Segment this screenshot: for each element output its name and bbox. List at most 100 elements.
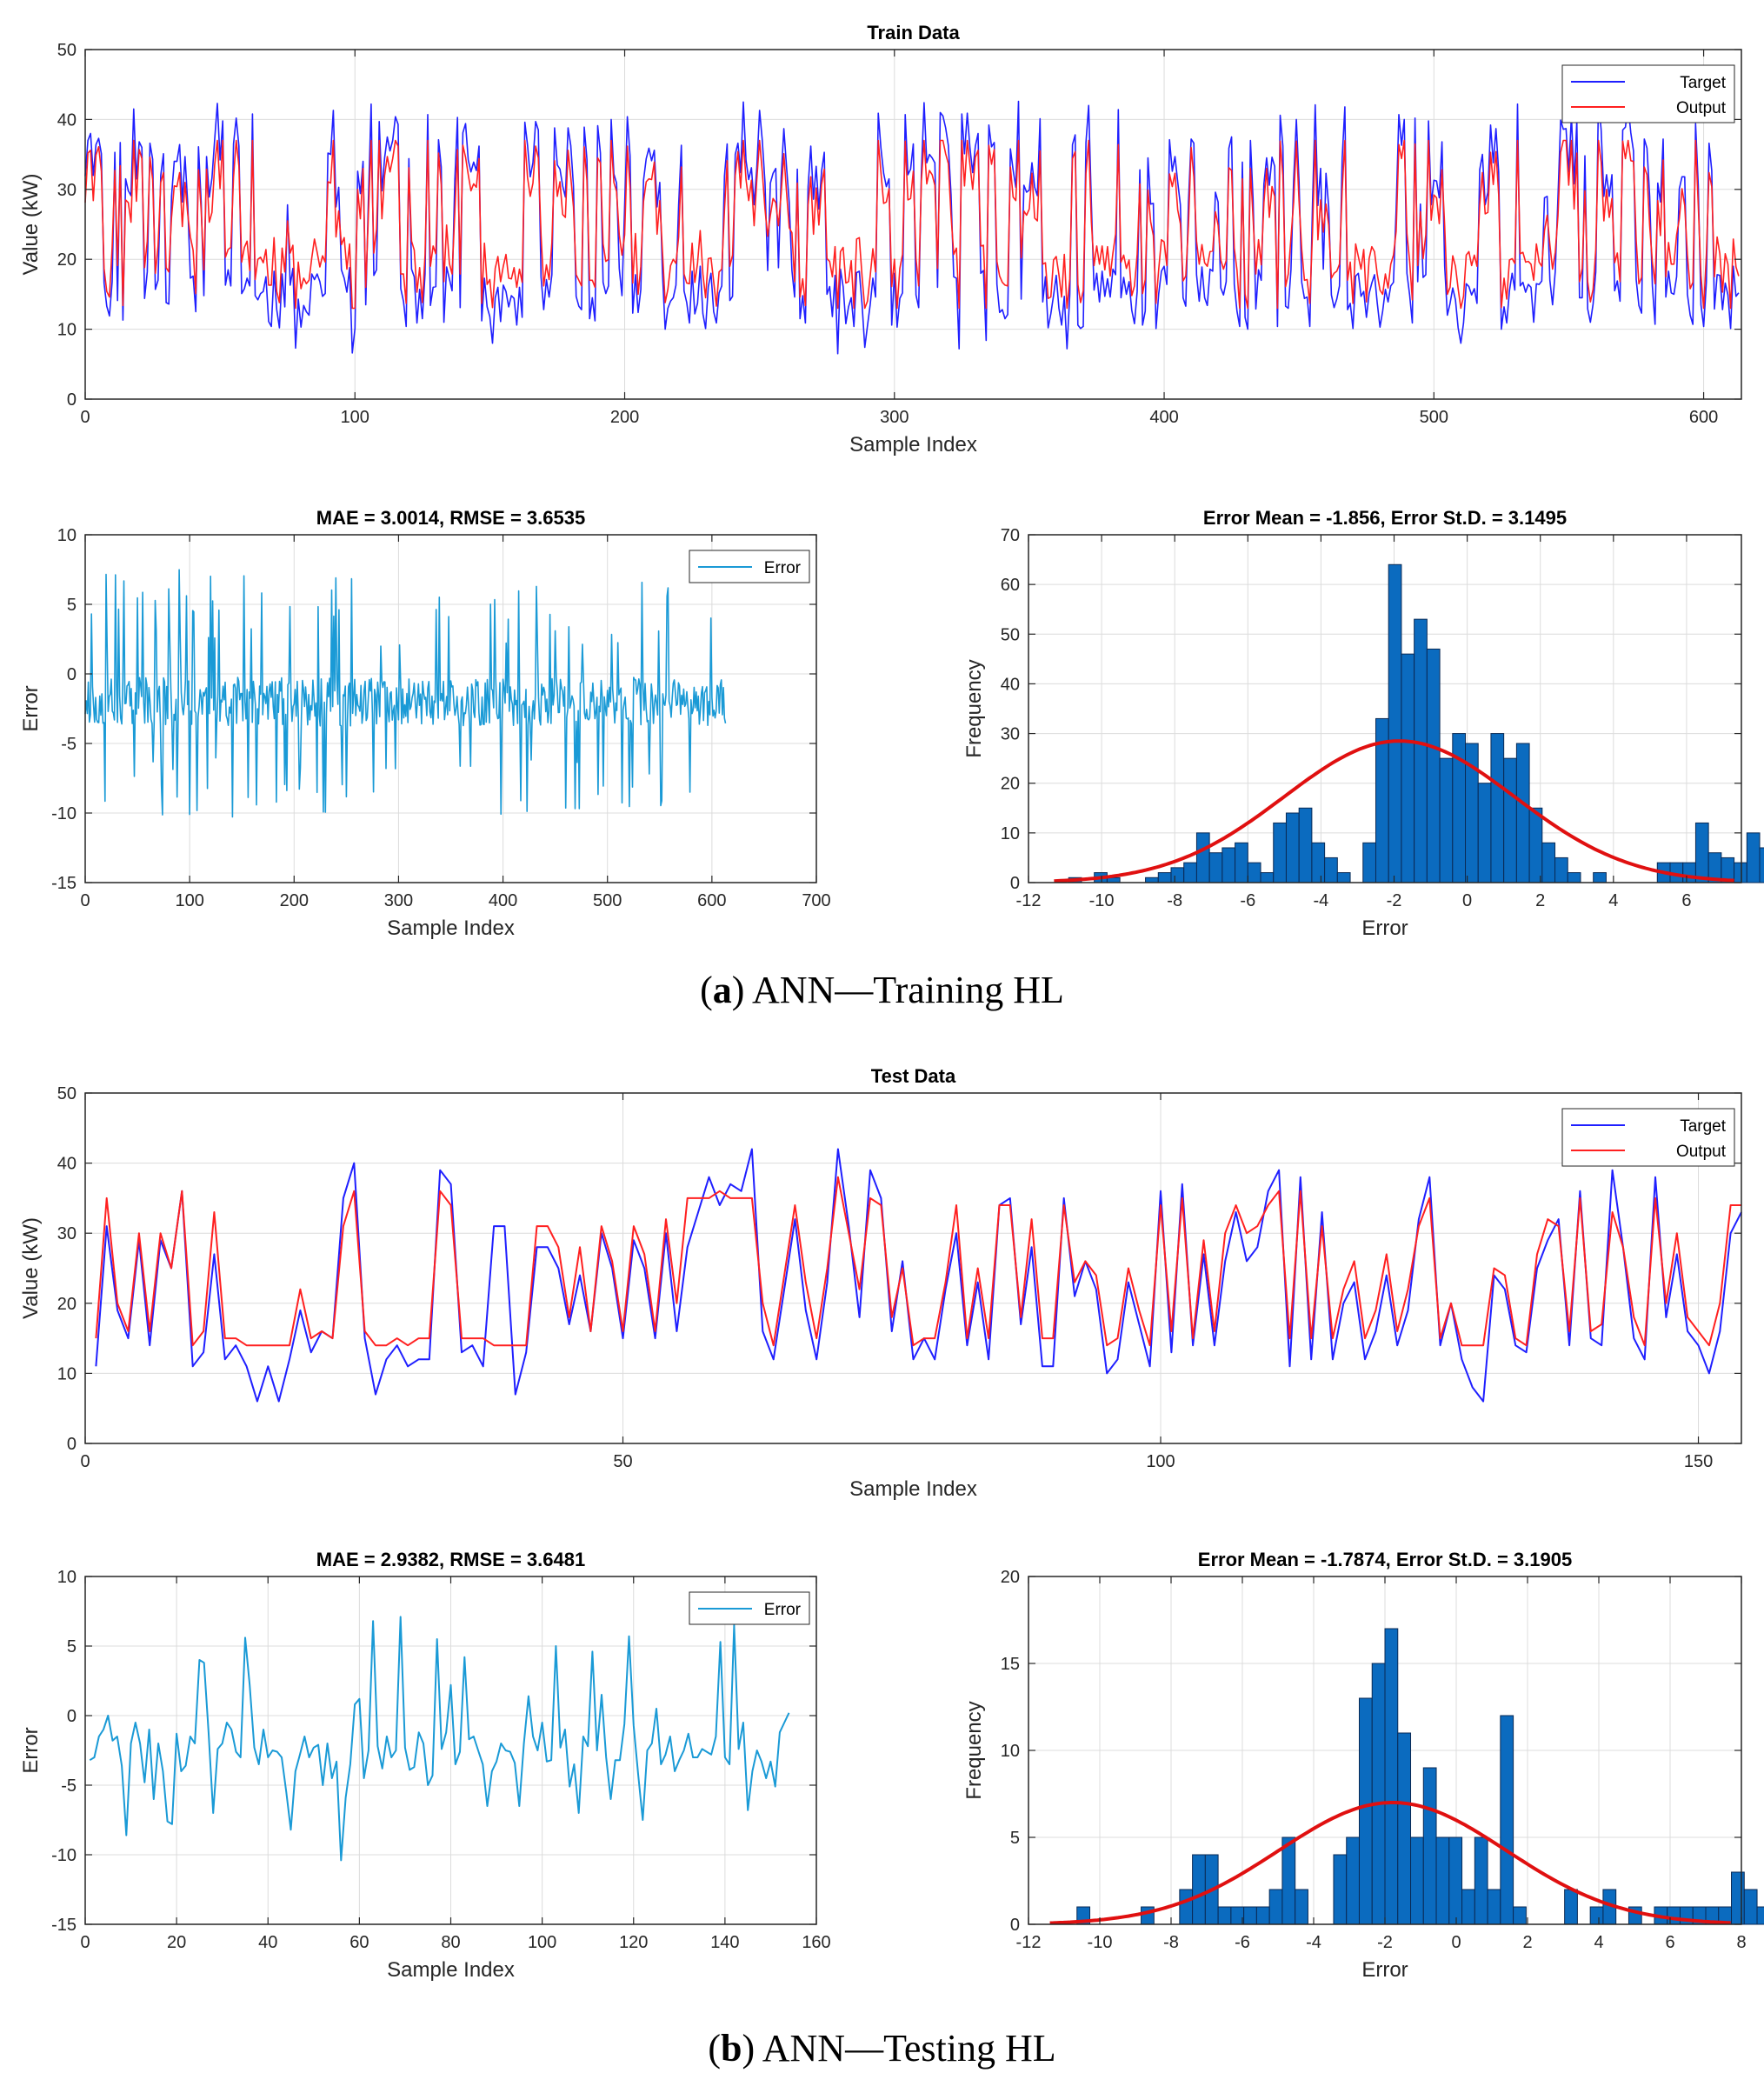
- x-axis-label: Sample Index: [387, 1958, 515, 1982]
- plot-area: [85, 1093, 1741, 1443]
- y-tick-label: -10: [51, 1846, 77, 1865]
- x-tick-label: 0: [80, 891, 90, 910]
- histogram-bar: [1336, 872, 1351, 883]
- x-tick-label: 50: [613, 1452, 632, 1471]
- legend-label-error: Error: [764, 559, 802, 577]
- x-tick-label: 200: [280, 891, 309, 910]
- histogram-bar: [1179, 1889, 1194, 1925]
- histogram-bar: [1362, 842, 1376, 883]
- x-tick-label: 0: [80, 1933, 90, 1952]
- y-tick-label: 0: [1010, 1916, 1020, 1935]
- histogram-bar: [1195, 832, 1210, 883]
- x-tick-label: -6: [1240, 891, 1255, 910]
- y-tick-label: 0: [67, 390, 77, 410]
- x-tick-label: 2: [1522, 1933, 1532, 1952]
- histogram-bar: [1170, 867, 1185, 883]
- histogram-bar: [1541, 842, 1556, 883]
- test-error-histogram: -12 -10 -8 -6 -4 -2 0 2 4 6 8 0 5 10 15 20 Error Mean = …: [962, 1549, 1764, 1982]
- x-tick-label: -8: [1163, 1933, 1179, 1952]
- y-tick-label: 5: [67, 1637, 77, 1656]
- chart-title: MAE = 2.9382, RMSE = 3.6481: [316, 1549, 585, 1570]
- histogram-bar: [1358, 1697, 1373, 1925]
- series-line-output: [84, 139, 1740, 310]
- x-tick-label: -4: [1314, 891, 1329, 910]
- histogram-bar: [1461, 1889, 1475, 1925]
- histogram-bar: [1477, 783, 1492, 883]
- histogram-bar: [1255, 1906, 1270, 1925]
- histogram-bar: [1593, 872, 1607, 883]
- x-tick-label: 60: [349, 1933, 369, 1952]
- x-tick-label: -8: [1167, 891, 1182, 910]
- chart-title: Test Data: [871, 1065, 956, 1087]
- y-axis-label: Frequency: [962, 659, 986, 757]
- y-tick-label: 10: [57, 526, 77, 545]
- histogram-bar: [1564, 1889, 1578, 1925]
- histogram-bar: [1589, 1906, 1604, 1925]
- x-tick-label: 400: [1149, 408, 1178, 427]
- histogram-bar: [1324, 857, 1338, 883]
- axes-box: [84, 1092, 1742, 1444]
- histogram-bar: [1667, 1906, 1681, 1925]
- histogram-bar: [1439, 757, 1454, 883]
- x-axis-label: Error: [1361, 917, 1408, 940]
- histogram-bar: [1371, 1663, 1386, 1925]
- chart-title: Error Mean = -1.7874, Error St.D. = 3.19…: [1198, 1549, 1572, 1570]
- caption-b-text: ) ANN—Testing HL: [742, 2027, 1056, 2070]
- histogram-bar: [1474, 1836, 1488, 1925]
- histogram-bar: [1268, 1889, 1283, 1925]
- x-tick-label: 600: [1689, 408, 1718, 427]
- histogram-bar: [1500, 1715, 1514, 1925]
- caption-b-letter: b: [721, 2027, 742, 2070]
- x-tick-label: 100: [175, 891, 203, 910]
- series-line-error: [84, 569, 727, 818]
- histogram-bar: [1145, 877, 1159, 883]
- x-axis-label: Sample Index: [849, 1477, 977, 1501]
- histogram-bar: [1759, 847, 1764, 883]
- histogram-bar: [1273, 822, 1287, 883]
- histogram-bar: [1384, 1628, 1399, 1925]
- test-error-chart: 0 20 40 60 80 100 120 140 160 -15 -10 -5 0 5 10 MAE = 2…: [19, 1549, 831, 1982]
- x-tick-label: 80: [441, 1933, 460, 1952]
- chart-title: Error Mean = -1.856, Error St.D. = 3.149…: [1203, 507, 1567, 529]
- x-tick-label: -10: [1088, 1933, 1113, 1952]
- y-tick-label: 10: [1001, 824, 1020, 843]
- y-tick-label: 0: [67, 1707, 77, 1726]
- x-tick-label: 160: [802, 1933, 830, 1952]
- histogram-bar: [1694, 822, 1709, 883]
- histogram-bar: [1388, 563, 1402, 883]
- y-axis-label: Value (kW): [19, 1217, 43, 1319]
- histogram-bar: [1285, 812, 1300, 883]
- x-tick-label: 600: [697, 891, 726, 910]
- x-tick-label: 40: [258, 1933, 277, 1952]
- series-line-target: [95, 1148, 1742, 1403]
- x-axis-label: Sample Index: [387, 917, 515, 940]
- y-tick-label: 50: [57, 41, 77, 60]
- legend-box: [1561, 64, 1735, 123]
- x-tick-label: 300: [384, 891, 413, 910]
- x-tick-label: 400: [489, 891, 517, 910]
- x-tick-label: 500: [593, 891, 622, 910]
- y-tick-label: 0: [1010, 874, 1020, 893]
- y-tick-label: 10: [57, 1568, 77, 1587]
- histogram-bar: [1414, 618, 1428, 883]
- y-tick-label: 60: [1001, 576, 1020, 595]
- legend: Target Output: [1561, 64, 1735, 123]
- x-tick-label: 100: [1146, 1452, 1175, 1471]
- x-tick-label: 700: [802, 891, 830, 910]
- legend-label-error: Error: [764, 1601, 802, 1619]
- axes-box: [84, 534, 817, 883]
- axes-box: [84, 49, 1742, 400]
- y-tick-label: 10: [57, 1364, 77, 1383]
- histogram-bar: [1281, 1836, 1296, 1925]
- legend-label-target: Target: [1680, 1117, 1727, 1136]
- histogram-bar: [1756, 1906, 1764, 1925]
- x-tick-label: -4: [1306, 1933, 1321, 1952]
- x-tick-label: 8: [1736, 1933, 1746, 1952]
- normal-fit-curve: [1054, 739, 1734, 883]
- x-tick-label: -10: [1089, 891, 1115, 910]
- y-tick-label: 5: [1010, 1829, 1020, 1848]
- y-tick-label: -10: [51, 804, 77, 823]
- histogram-bar: [1490, 733, 1505, 883]
- histogram-bar: [1298, 807, 1313, 883]
- histogram-bar: [1235, 842, 1248, 883]
